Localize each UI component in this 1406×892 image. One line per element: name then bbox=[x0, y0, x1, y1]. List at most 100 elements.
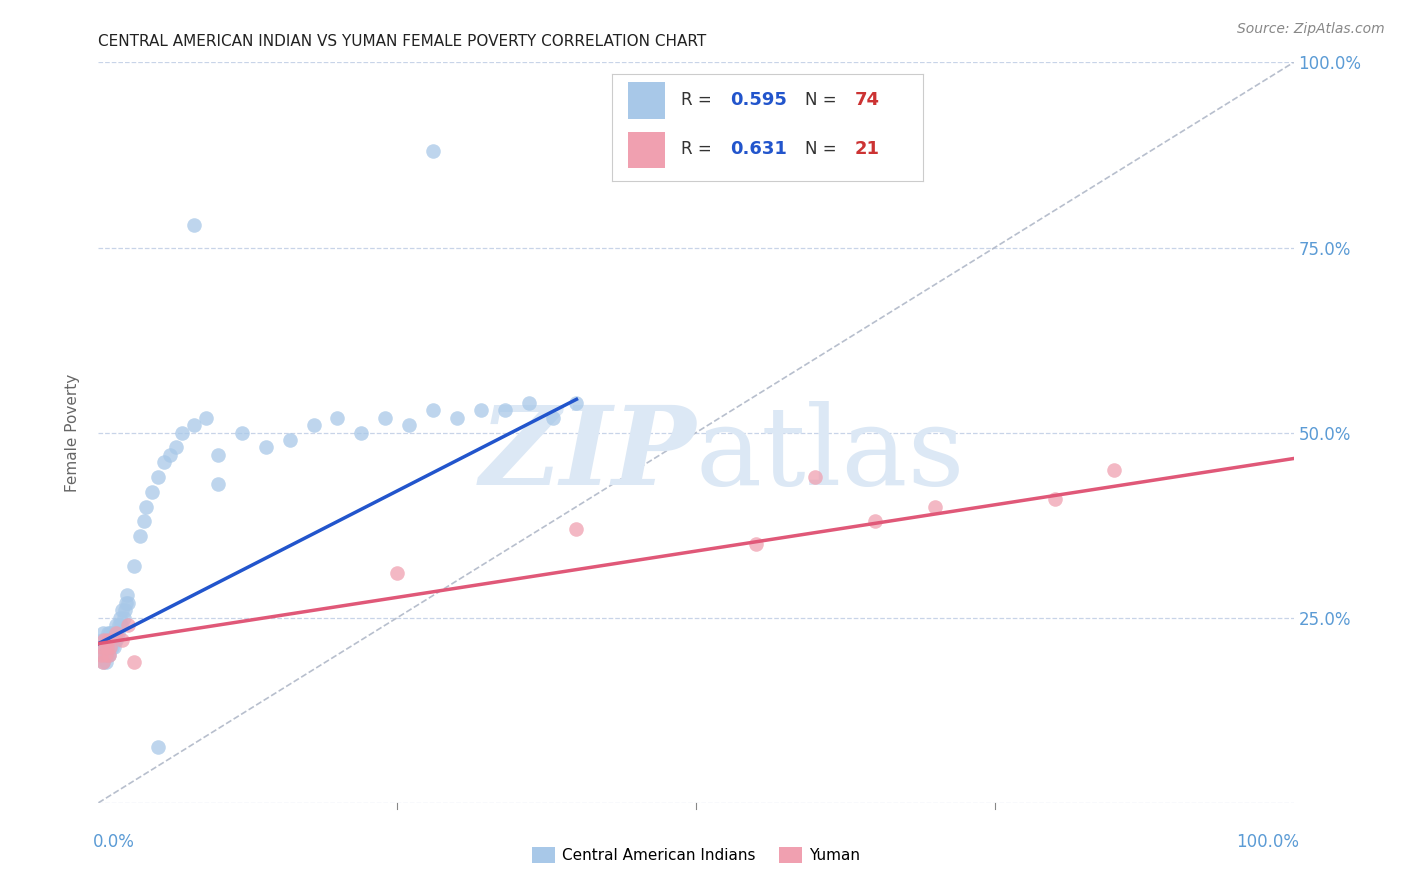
Legend: Central American Indians, Yuman: Central American Indians, Yuman bbox=[526, 841, 866, 869]
Point bbox=[107, 625, 129, 640]
Point bbox=[91, 632, 114, 647]
Point bbox=[96, 640, 118, 655]
Point bbox=[153, 455, 176, 469]
Point bbox=[98, 640, 122, 655]
Point bbox=[422, 403, 444, 417]
Point bbox=[97, 625, 120, 640]
Point bbox=[1043, 492, 1066, 507]
Point bbox=[207, 477, 229, 491]
Point bbox=[103, 640, 125, 655]
Point bbox=[104, 632, 127, 647]
Point bbox=[107, 618, 129, 632]
Point bbox=[101, 632, 124, 647]
Text: ZIP: ZIP bbox=[479, 401, 696, 508]
Point bbox=[195, 410, 218, 425]
Text: 100.0%: 100.0% bbox=[1236, 833, 1299, 851]
Point bbox=[94, 648, 117, 662]
Point bbox=[98, 640, 122, 655]
Y-axis label: Female Poverty: Female Poverty bbox=[65, 374, 80, 491]
Point bbox=[97, 640, 120, 655]
Point bbox=[398, 418, 420, 433]
Point bbox=[98, 625, 122, 640]
Point bbox=[302, 418, 325, 433]
Point bbox=[148, 470, 170, 484]
Point bbox=[91, 648, 114, 662]
Point bbox=[111, 603, 134, 617]
Point bbox=[135, 500, 157, 514]
Point bbox=[112, 610, 135, 624]
Point bbox=[129, 529, 152, 543]
Point bbox=[111, 632, 134, 647]
Point bbox=[94, 655, 117, 669]
Point bbox=[114, 603, 136, 617]
Point bbox=[97, 648, 120, 662]
Point bbox=[541, 410, 564, 425]
Text: Source: ZipAtlas.com: Source: ZipAtlas.com bbox=[1237, 22, 1385, 37]
Point bbox=[745, 536, 768, 550]
Point bbox=[93, 640, 115, 655]
Point bbox=[91, 625, 114, 640]
Point bbox=[183, 418, 205, 433]
Point bbox=[108, 610, 131, 624]
Point bbox=[100, 632, 122, 647]
Point bbox=[565, 396, 588, 410]
Point bbox=[91, 655, 114, 669]
Point bbox=[804, 470, 827, 484]
Point bbox=[517, 396, 540, 410]
Point bbox=[385, 566, 409, 581]
Point bbox=[148, 740, 170, 755]
Point bbox=[183, 219, 205, 233]
Point bbox=[422, 145, 444, 159]
Point bbox=[93, 632, 115, 647]
Point bbox=[117, 596, 139, 610]
Point bbox=[172, 425, 194, 440]
Point bbox=[98, 640, 121, 655]
Point bbox=[278, 433, 301, 447]
Point bbox=[470, 403, 492, 417]
Point bbox=[98, 648, 121, 662]
Point bbox=[96, 632, 118, 647]
Point bbox=[231, 425, 253, 440]
Point bbox=[374, 410, 396, 425]
Point bbox=[924, 500, 946, 514]
Text: 0.0%: 0.0% bbox=[93, 833, 135, 851]
Point bbox=[94, 640, 117, 655]
Point bbox=[90, 648, 112, 662]
Point bbox=[141, 484, 163, 499]
Point bbox=[98, 632, 121, 647]
Point bbox=[326, 410, 349, 425]
Point bbox=[96, 640, 118, 655]
Point bbox=[100, 640, 122, 655]
Point bbox=[98, 632, 122, 647]
Point bbox=[91, 655, 114, 669]
Point bbox=[494, 403, 516, 417]
Point bbox=[207, 448, 229, 462]
Point bbox=[565, 522, 588, 536]
Point bbox=[94, 632, 117, 647]
Point bbox=[165, 441, 187, 455]
Point bbox=[117, 618, 139, 632]
Point bbox=[105, 632, 128, 647]
Point bbox=[115, 596, 138, 610]
Point bbox=[103, 632, 125, 647]
Point bbox=[115, 589, 138, 603]
Point bbox=[110, 618, 132, 632]
Point bbox=[446, 410, 468, 425]
Point bbox=[104, 625, 127, 640]
Point bbox=[105, 625, 128, 640]
Point bbox=[93, 648, 115, 662]
Point bbox=[132, 515, 155, 529]
Point bbox=[350, 425, 373, 440]
Point bbox=[101, 625, 124, 640]
Text: atlas: atlas bbox=[696, 401, 966, 508]
Point bbox=[98, 648, 121, 662]
Point bbox=[96, 648, 118, 662]
Point bbox=[124, 655, 146, 669]
Text: CENTRAL AMERICAN INDIAN VS YUMAN FEMALE POVERTY CORRELATION CHART: CENTRAL AMERICAN INDIAN VS YUMAN FEMALE … bbox=[98, 34, 707, 49]
Point bbox=[105, 618, 128, 632]
Point bbox=[865, 515, 887, 529]
Point bbox=[1104, 462, 1126, 476]
Point bbox=[159, 448, 181, 462]
Point bbox=[91, 640, 114, 655]
Point bbox=[254, 441, 277, 455]
